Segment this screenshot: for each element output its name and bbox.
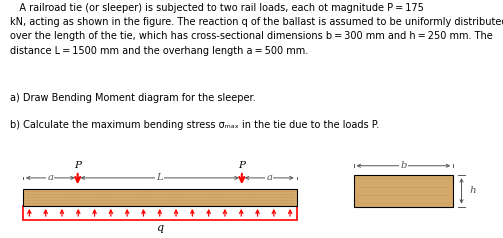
Text: P: P [238,161,245,170]
Bar [23,206,297,220]
Text: q: q [156,223,163,233]
Text: a: a [266,174,272,182]
Text: P: P [74,161,81,170]
Text: a: a [47,174,53,182]
Text: L: L [156,174,163,182]
Bar [23,189,297,206]
Bar [354,175,453,207]
Text: a) Draw Bending Moment diagram for the sleeper.: a) Draw Bending Moment diagram for the s… [10,93,256,103]
Text: b: b [400,161,406,170]
Text: A railroad tie (or sleeper) is subjected to two rail loads, each ot magnitude P : A railroad tie (or sleeper) is subjected… [10,3,503,56]
Text: b) Calculate the maximum bending stress σₘₐₓ in the tie due to the loads P.: b) Calculate the maximum bending stress … [10,120,379,130]
Text: h: h [470,186,476,195]
